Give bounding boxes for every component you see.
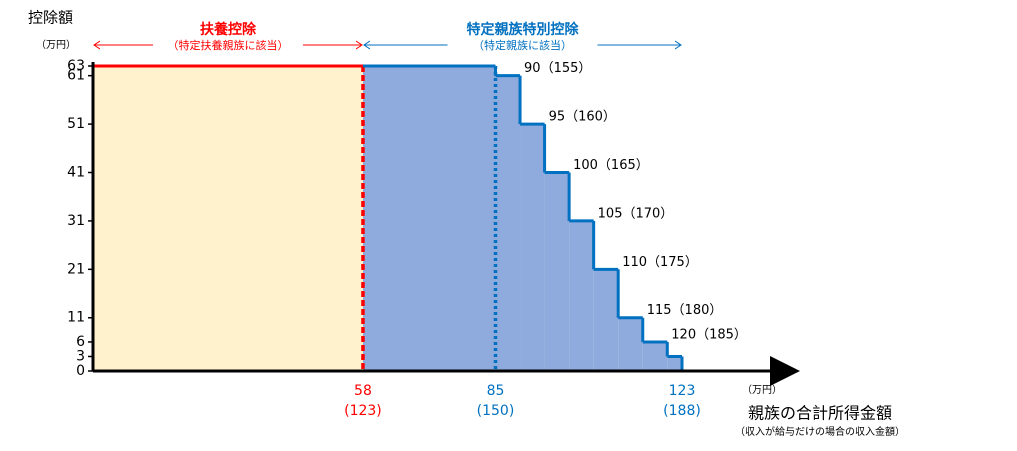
step-label: 90（155） — [524, 61, 591, 76]
area-segment — [93, 66, 363, 371]
x-tick-label: 58 — [354, 383, 372, 399]
y-tick-label: 3 — [76, 348, 85, 364]
area-segment — [495, 75, 521, 371]
step-label: 100（165） — [573, 158, 649, 173]
step-label: 120（185） — [671, 327, 747, 342]
x-tick-sublabel: (123) — [344, 403, 382, 419]
y-tick-label: 63 — [67, 58, 85, 74]
y-tick-label: 21 — [67, 261, 85, 277]
x-axis-unit: （万円） — [742, 384, 782, 396]
x-tick-label: 123 — [669, 383, 696, 399]
y-tick-label: 31 — [67, 213, 85, 229]
range-title: 特定親族特別控除 — [466, 21, 579, 38]
y-tick-label: 41 — [67, 165, 85, 181]
y-tick-label: 11 — [67, 310, 85, 326]
x-tick-sublabel: (150) — [477, 403, 515, 419]
y-tick-label: 51 — [67, 116, 85, 132]
area-segment — [569, 220, 594, 371]
range-note: （特定親族に該当） — [473, 38, 572, 52]
y-tick-label: 0 — [76, 363, 85, 379]
y-tick-label: 6 — [76, 334, 85, 350]
range-note: （特定扶養親族に該当） — [167, 38, 288, 52]
x-tick-label: 85 — [487, 383, 505, 399]
area-segment — [593, 269, 619, 371]
area-segment — [618, 317, 643, 371]
area-segment — [544, 172, 570, 371]
label-bg — [152, 38, 303, 52]
y-axis-label: 控除額 — [28, 9, 73, 27]
step-label: 110（175） — [622, 255, 698, 270]
area-segment — [667, 356, 683, 371]
area-segment — [520, 124, 545, 371]
step-label: 95（160） — [549, 110, 616, 125]
x-tick-sublabel: (188) — [663, 403, 701, 419]
range-title: 扶養控除 — [200, 21, 257, 38]
area-segment — [642, 341, 668, 371]
x-axis-label: 親族の合計所得金額 — [748, 404, 892, 423]
step-label: 105（170） — [598, 206, 674, 221]
step-label: 115（180） — [647, 303, 723, 318]
area-segment — [362, 66, 496, 371]
y-axis-unit: （万円） — [36, 39, 76, 51]
x-axis-sublabel: （収入が給与だけの場合の収入金額） — [735, 425, 905, 438]
label-bg — [447, 38, 598, 52]
y-tick-label: 61 — [67, 68, 85, 84]
